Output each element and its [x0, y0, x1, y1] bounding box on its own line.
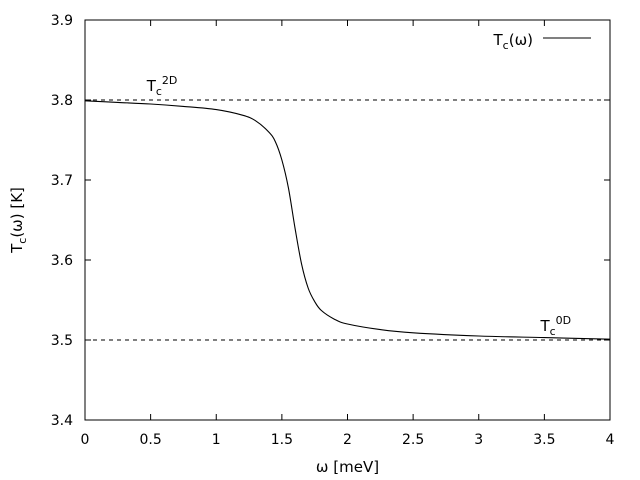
reference-lines: Tc2D Tc0D: [85, 74, 610, 341]
y-axis-label: Tc(ω) [K]: [8, 187, 29, 254]
x-tick-label: 2: [343, 432, 352, 448]
x-axis-label: ω [meV]: [316, 458, 379, 476]
reference-line-label: Tc2D: [146, 74, 178, 98]
x-tick-label: 4: [606, 432, 615, 448]
y-tick-label: 3.7: [51, 173, 73, 189]
x-tick-label: 2.5: [402, 432, 424, 448]
legend-entry-label: Tc(ω): [493, 31, 534, 52]
series-line: [84, 100, 611, 340]
y-tick-label: 3.8: [51, 93, 73, 109]
x-tick-label: 3: [474, 432, 483, 448]
x-tick-label: 0.5: [139, 432, 161, 448]
y-tick-label: 3.6: [51, 253, 73, 269]
x-tick-label: 1.5: [271, 432, 293, 448]
legend: Tc(ω): [493, 31, 591, 52]
tick-labels: 0 0.5 1 1.5 2 2.5 3 3.5 4 3.4 3.5 3.6 3.7 3.8 3.9: [51, 13, 615, 448]
y-tick-label: 3.9: [51, 13, 73, 29]
x-tick-label: 0: [81, 432, 90, 448]
y-tick-label: 3.5: [51, 333, 73, 349]
y-tick-label: 3.4: [51, 413, 73, 429]
reference-line-label: Tc0D: [539, 314, 571, 338]
series-layer: [84, 100, 611, 340]
x-tick-label: 1: [212, 432, 221, 448]
x-tick-label: 3.5: [533, 432, 555, 448]
plot-frame: [84, 19, 611, 421]
